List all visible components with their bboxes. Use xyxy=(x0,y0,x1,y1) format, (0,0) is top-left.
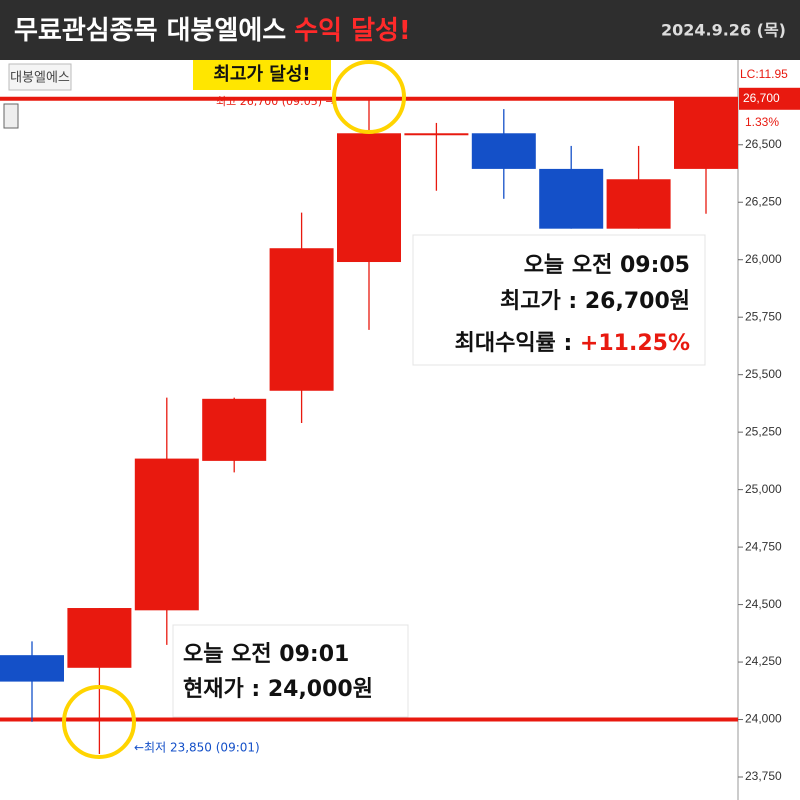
candle-body xyxy=(606,179,671,229)
y-tick-label: 26,250 xyxy=(745,194,782,208)
rate-label: 최대수익률 : xyxy=(455,331,580,356)
candle-body xyxy=(0,655,64,682)
box-text: 오늘 오전 09:01 xyxy=(183,642,349,667)
price-tag-label: 26,700 xyxy=(743,91,780,105)
stock-label: 대봉엘에스 xyxy=(10,71,70,86)
price-tag xyxy=(739,87,800,110)
candle-body xyxy=(404,133,469,136)
candle-body xyxy=(539,168,604,229)
y-tick-label: 24,000 xyxy=(745,712,782,726)
lc-label: LC:11.95 xyxy=(740,67,788,81)
price-change: 1.33% xyxy=(745,115,779,129)
high-badge: 최고가 달성! xyxy=(213,64,310,85)
candle-body xyxy=(269,248,334,391)
y-tick-label: 25,250 xyxy=(745,424,782,438)
box-text: 오늘 오전 09:05 xyxy=(524,253,690,278)
candle-body xyxy=(674,98,738,169)
y-tick-label: 25,000 xyxy=(745,482,782,496)
candle-body xyxy=(134,458,199,611)
box-text: 현재가 : 24,000원 xyxy=(183,677,373,702)
plot: 23,750 24,000 24,250 24,500 24,750 25,000 25,2… xyxy=(0,96,782,783)
y-tick-label: 24,500 xyxy=(745,597,782,611)
y-tick-label: 26,500 xyxy=(745,137,782,151)
label-box xyxy=(8,63,72,91)
candle-body xyxy=(337,133,401,263)
y-tick-label: 25,500 xyxy=(745,367,782,381)
info-box xyxy=(412,234,706,366)
y-tick-label: 24,250 xyxy=(745,654,782,668)
date: 2024.9.26 (목) xyxy=(661,21,786,40)
candle-body xyxy=(202,398,267,461)
highlight-circle xyxy=(332,60,406,134)
icon xyxy=(3,103,19,129)
title-highlight: 수익 달성! xyxy=(294,16,411,46)
box-text: 최고가 : 26,700원 xyxy=(500,289,690,314)
rate: +11.25% xyxy=(580,331,690,356)
y-tick-label: 24,750 xyxy=(745,539,782,553)
header-title: 무료관심종목 대봉엘에스 수익 달성! xyxy=(14,16,411,46)
y-tick-label: 23,750 xyxy=(745,769,782,783)
low-note: ←최저 23,850 (09:01) xyxy=(134,741,260,755)
high-note: 최고 26,700 (09:05) → xyxy=(216,95,335,108)
info-box xyxy=(172,624,409,718)
highlight-circle xyxy=(62,685,136,759)
box-text: 최대수익률 : +11.25% xyxy=(455,331,690,356)
badge-bg xyxy=(193,60,331,90)
header-bar xyxy=(0,0,800,60)
y-tick-label: 25,750 xyxy=(745,309,782,323)
y-tick-label: 26,000 xyxy=(745,252,782,266)
candle-body xyxy=(67,608,132,668)
title: 무료관심종목 대봉엘에스 xyxy=(14,16,286,46)
candle-body xyxy=(471,133,536,169)
